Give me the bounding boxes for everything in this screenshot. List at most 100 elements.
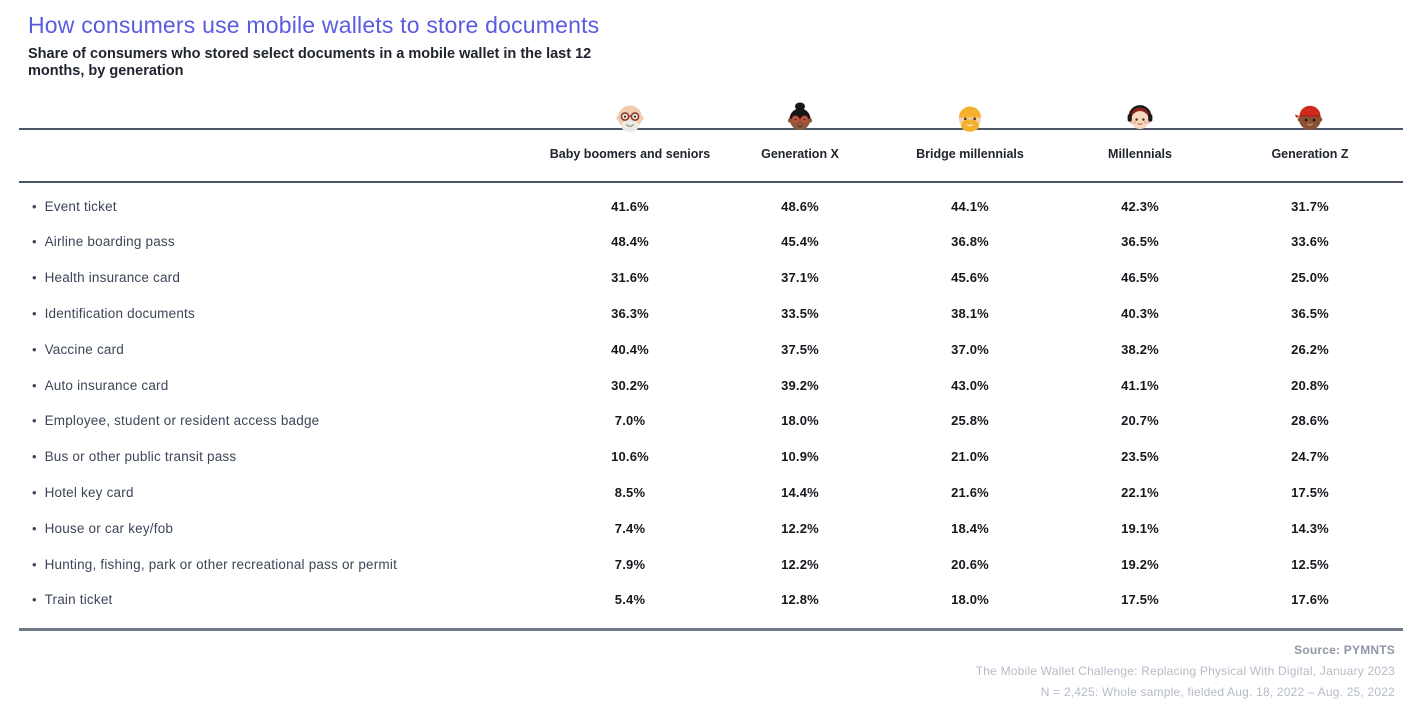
row-label: Event ticket bbox=[44, 198, 117, 214]
bridge-millennial-avatar-icon bbox=[885, 101, 1055, 135]
row-value: 19.1% bbox=[1121, 520, 1159, 536]
bullet-icon: • bbox=[32, 341, 37, 357]
row-value: 36.3% bbox=[611, 306, 649, 321]
source-label: Source: PYMNTS bbox=[1294, 642, 1395, 657]
row-value: 37.0% bbox=[951, 341, 989, 357]
row-label: Auto insurance card bbox=[44, 377, 169, 393]
table-row: • Hotel key card 8.5% 14.4% 21.6% 22.1% … bbox=[19, 475, 1403, 511]
bullet-icon: • bbox=[32, 306, 37, 321]
row-label: Employee, student or resident access bad… bbox=[44, 413, 320, 429]
bullet-icon: • bbox=[32, 592, 37, 608]
row-value: 23.5% bbox=[1121, 449, 1159, 465]
baby-boomer-avatar-icon bbox=[545, 101, 715, 135]
generation-icons-band bbox=[19, 101, 1403, 135]
row-value: 5.4% bbox=[614, 592, 646, 608]
row-value: 21.0% bbox=[951, 449, 989, 465]
table-row: • Identification documents 36.3% 33.5% 3… bbox=[19, 296, 1403, 332]
table-row: • Auto insurance card 30.2% 39.2% 43.0% … bbox=[19, 367, 1403, 403]
table-row: • Event ticket 41.6% 48.6% 44.1% 42.3% 3… bbox=[19, 188, 1403, 224]
bullet-icon: • bbox=[32, 234, 37, 250]
row-value: 30.2% bbox=[611, 377, 649, 393]
row-value: 17.5% bbox=[1121, 592, 1159, 608]
row-value: 12.8% bbox=[781, 592, 819, 608]
bullet-icon: • bbox=[32, 449, 37, 465]
row-value: 31.7% bbox=[1291, 198, 1329, 214]
row-value: 24.7% bbox=[1291, 449, 1329, 465]
row-value: 36.5% bbox=[1121, 234, 1159, 250]
table-body: • Event ticket 41.6% 48.6% 44.1% 42.3% 3… bbox=[19, 188, 1403, 618]
row-label: Health insurance card bbox=[44, 270, 181, 286]
row-value: 37.5% bbox=[781, 341, 819, 357]
table-row: • House or car key/fob 7.4% 12.2% 18.4% … bbox=[19, 510, 1403, 546]
bullet-icon: • bbox=[32, 484, 37, 500]
header-divider bbox=[19, 181, 1403, 184]
row-value: 17.5% bbox=[1291, 484, 1329, 500]
row-label: Hunting, fishing, park or other recreati… bbox=[44, 556, 398, 572]
row-value: 8.5% bbox=[614, 484, 646, 500]
row-value: 18.4% bbox=[951, 520, 989, 536]
page-title: How consumers use mobile wallets to stor… bbox=[28, 12, 600, 38]
column-header: Generation X bbox=[761, 147, 839, 162]
row-value: 26.2% bbox=[1291, 341, 1329, 357]
row-value: 37.1% bbox=[781, 270, 819, 286]
row-value: 41.1% bbox=[1121, 377, 1159, 393]
millennial-avatar-icon bbox=[1055, 101, 1225, 135]
table-row: • Vaccine card 40.4% 37.5% 37.0% 38.2% 2… bbox=[19, 331, 1403, 367]
table-row: • Health insurance card 31.6% 37.1% 45.6… bbox=[19, 260, 1403, 296]
row-value: 7.0% bbox=[614, 413, 646, 429]
bullet-icon: • bbox=[32, 413, 37, 429]
row-value: 28.6% bbox=[1291, 413, 1329, 429]
sample-note: N = 2,425: Whole sample, fielded Aug. 18… bbox=[1040, 684, 1395, 699]
row-value: 10.9% bbox=[781, 449, 819, 465]
row-value: 45.6% bbox=[951, 270, 989, 286]
row-label: Identification documents bbox=[44, 306, 195, 321]
row-value: 38.1% bbox=[951, 306, 989, 321]
row-value: 22.1% bbox=[1121, 484, 1159, 500]
generation-x-avatar-icon bbox=[715, 101, 885, 135]
row-value: 45.4% bbox=[781, 234, 819, 250]
row-value: 36.5% bbox=[1291, 306, 1329, 321]
row-value: 31.6% bbox=[611, 270, 649, 286]
row-label: Hotel key card bbox=[44, 484, 134, 500]
row-label: Train ticket bbox=[44, 592, 113, 608]
row-value: 42.3% bbox=[1121, 198, 1159, 214]
column-header: Generation Z bbox=[1271, 147, 1349, 162]
row-value: 48.6% bbox=[781, 198, 819, 214]
row-value: 38.2% bbox=[1121, 341, 1159, 357]
report-title-note: The Mobile Wallet Challenge: Replacing P… bbox=[975, 663, 1395, 678]
row-value: 10.6% bbox=[611, 449, 649, 465]
row-label: Airline boarding pass bbox=[44, 234, 175, 250]
row-value: 7.9% bbox=[614, 556, 646, 572]
page-subtitle: Share of consumers who stored select doc… bbox=[28, 46, 592, 80]
row-value: 14.4% bbox=[781, 484, 819, 500]
bullet-icon: • bbox=[32, 556, 37, 572]
row-value: 20.8% bbox=[1291, 377, 1329, 393]
table-row: • Bus or other public transit pass 10.6%… bbox=[19, 439, 1403, 475]
row-value: 18.0% bbox=[951, 592, 989, 608]
row-value: 33.5% bbox=[781, 306, 819, 321]
row-value: 21.6% bbox=[951, 484, 989, 500]
row-value: 40.4% bbox=[611, 341, 649, 357]
row-value: 7.4% bbox=[614, 520, 646, 536]
label-column-spacer bbox=[19, 101, 545, 135]
row-value: 46.5% bbox=[1121, 270, 1159, 286]
row-value: 25.8% bbox=[951, 413, 989, 429]
bullet-icon: • bbox=[32, 520, 37, 536]
row-value: 48.4% bbox=[611, 234, 649, 250]
column-header: Bridge millennials bbox=[916, 147, 1024, 162]
column-headers: Baby boomers and seniors Generation X Br… bbox=[19, 147, 1403, 161]
row-value: 36.8% bbox=[951, 234, 989, 250]
row-label: Vaccine card bbox=[44, 341, 125, 357]
row-value: 20.6% bbox=[951, 556, 989, 572]
table-row: • Hunting, fishing, park or other recrea… bbox=[19, 546, 1403, 582]
row-value: 20.7% bbox=[1121, 413, 1159, 429]
row-value: 12.5% bbox=[1291, 556, 1329, 572]
row-value: 17.6% bbox=[1291, 592, 1329, 608]
row-value: 12.2% bbox=[781, 520, 819, 536]
row-value: 33.6% bbox=[1291, 234, 1329, 250]
row-value: 12.2% bbox=[781, 556, 819, 572]
column-header: Millennials bbox=[1108, 147, 1172, 162]
bullet-icon: • bbox=[32, 377, 37, 393]
row-label: Bus or other public transit pass bbox=[44, 449, 237, 465]
